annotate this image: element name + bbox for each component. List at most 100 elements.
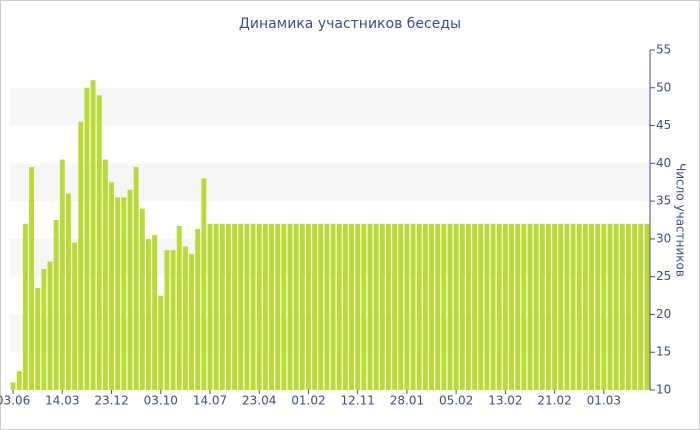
bar: [146, 238, 151, 390]
bar: [564, 223, 570, 390]
bar: [299, 223, 305, 390]
bar: [195, 229, 201, 390]
y-tick-label: 40: [656, 156, 671, 170]
bar: [644, 223, 650, 390]
bar: [459, 223, 465, 390]
bar: [269, 223, 274, 390]
bar: [262, 223, 268, 390]
bar: [521, 223, 527, 390]
bar: [392, 223, 398, 390]
bar: [582, 223, 588, 390]
bar: [558, 223, 564, 390]
bar: [102, 159, 108, 390]
y-tick-label: 15: [656, 345, 671, 359]
bar: [226, 223, 231, 390]
bar: [466, 223, 471, 390]
y-tick-label: 20: [656, 307, 671, 321]
bar: [398, 223, 404, 390]
bar: [601, 223, 607, 390]
x-tick-label: 23.12: [94, 394, 128, 408]
bar: [515, 223, 521, 390]
bar: [595, 223, 601, 390]
bar: [429, 223, 434, 390]
bar: [607, 223, 613, 390]
bar: [90, 80, 96, 390]
bar: [10, 382, 16, 390]
x-tick-label: 01.03: [587, 394, 621, 408]
bar: [158, 295, 164, 390]
bar: [422, 223, 428, 390]
bar: [244, 223, 250, 390]
bar: [238, 223, 244, 390]
x-tick-label: 03.10: [144, 394, 178, 408]
y-tick-label: 55: [656, 43, 671, 57]
x-tick-label: 03.06: [0, 394, 30, 408]
bar: [373, 223, 379, 390]
bar: [170, 250, 176, 390]
x-tick-label: 28.01: [390, 394, 424, 408]
bar: [570, 223, 576, 390]
bar: [496, 223, 502, 390]
bar: [207, 223, 213, 390]
bar: [472, 223, 478, 390]
bar: [379, 223, 385, 390]
bar: [256, 223, 262, 390]
bar: [441, 223, 447, 390]
bar: [164, 250, 170, 390]
bar: [318, 223, 324, 390]
bar: [386, 223, 391, 390]
bar: [410, 223, 416, 390]
bar: [435, 223, 441, 390]
bar: [546, 223, 551, 390]
bar: [342, 223, 348, 390]
x-tick-label: 14.03: [45, 394, 79, 408]
bar: [232, 223, 238, 390]
x-tick-label: 01.02: [291, 394, 325, 408]
bar: [619, 223, 625, 390]
y-tick-label: 10: [656, 383, 671, 397]
bar: [121, 197, 127, 390]
bar: [367, 223, 373, 390]
y-tick-label: 30: [656, 231, 671, 245]
bar: [552, 223, 558, 390]
bar: [29, 167, 34, 390]
bar: [312, 223, 318, 390]
x-tick-label: 23.04: [242, 394, 276, 408]
bar: [213, 223, 219, 390]
grid-band: [10, 87, 650, 126]
bar: [306, 223, 311, 390]
bar: [201, 178, 207, 390]
bar: [176, 226, 182, 390]
bar: [287, 223, 293, 390]
bar: [416, 223, 422, 390]
x-tick-label: 05.02: [439, 394, 473, 408]
bar: [632, 223, 638, 390]
bar: [133, 167, 139, 390]
grid-band: [10, 163, 650, 202]
bar: [336, 223, 342, 390]
bar: [330, 223, 336, 390]
bar: [527, 223, 533, 390]
bar: [404, 223, 410, 390]
bar: [250, 223, 256, 390]
bar: [281, 223, 287, 390]
bar: [84, 87, 90, 391]
x-tick-label: 14.07: [193, 394, 227, 408]
bar: [576, 223, 582, 390]
bar: [41, 269, 47, 390]
bar: [613, 223, 619, 390]
bar: [182, 246, 188, 390]
bar: [478, 223, 484, 390]
bar: [626, 223, 631, 390]
bar: [293, 223, 299, 390]
bar: [59, 159, 65, 390]
bar: [361, 223, 367, 390]
bar: [16, 371, 22, 390]
y-tick-label: 45: [656, 118, 671, 132]
bar: [109, 182, 114, 390]
bar: [349, 223, 354, 390]
y-tick-label: 25: [656, 269, 671, 283]
bar: [72, 242, 78, 390]
bar: [453, 223, 459, 390]
